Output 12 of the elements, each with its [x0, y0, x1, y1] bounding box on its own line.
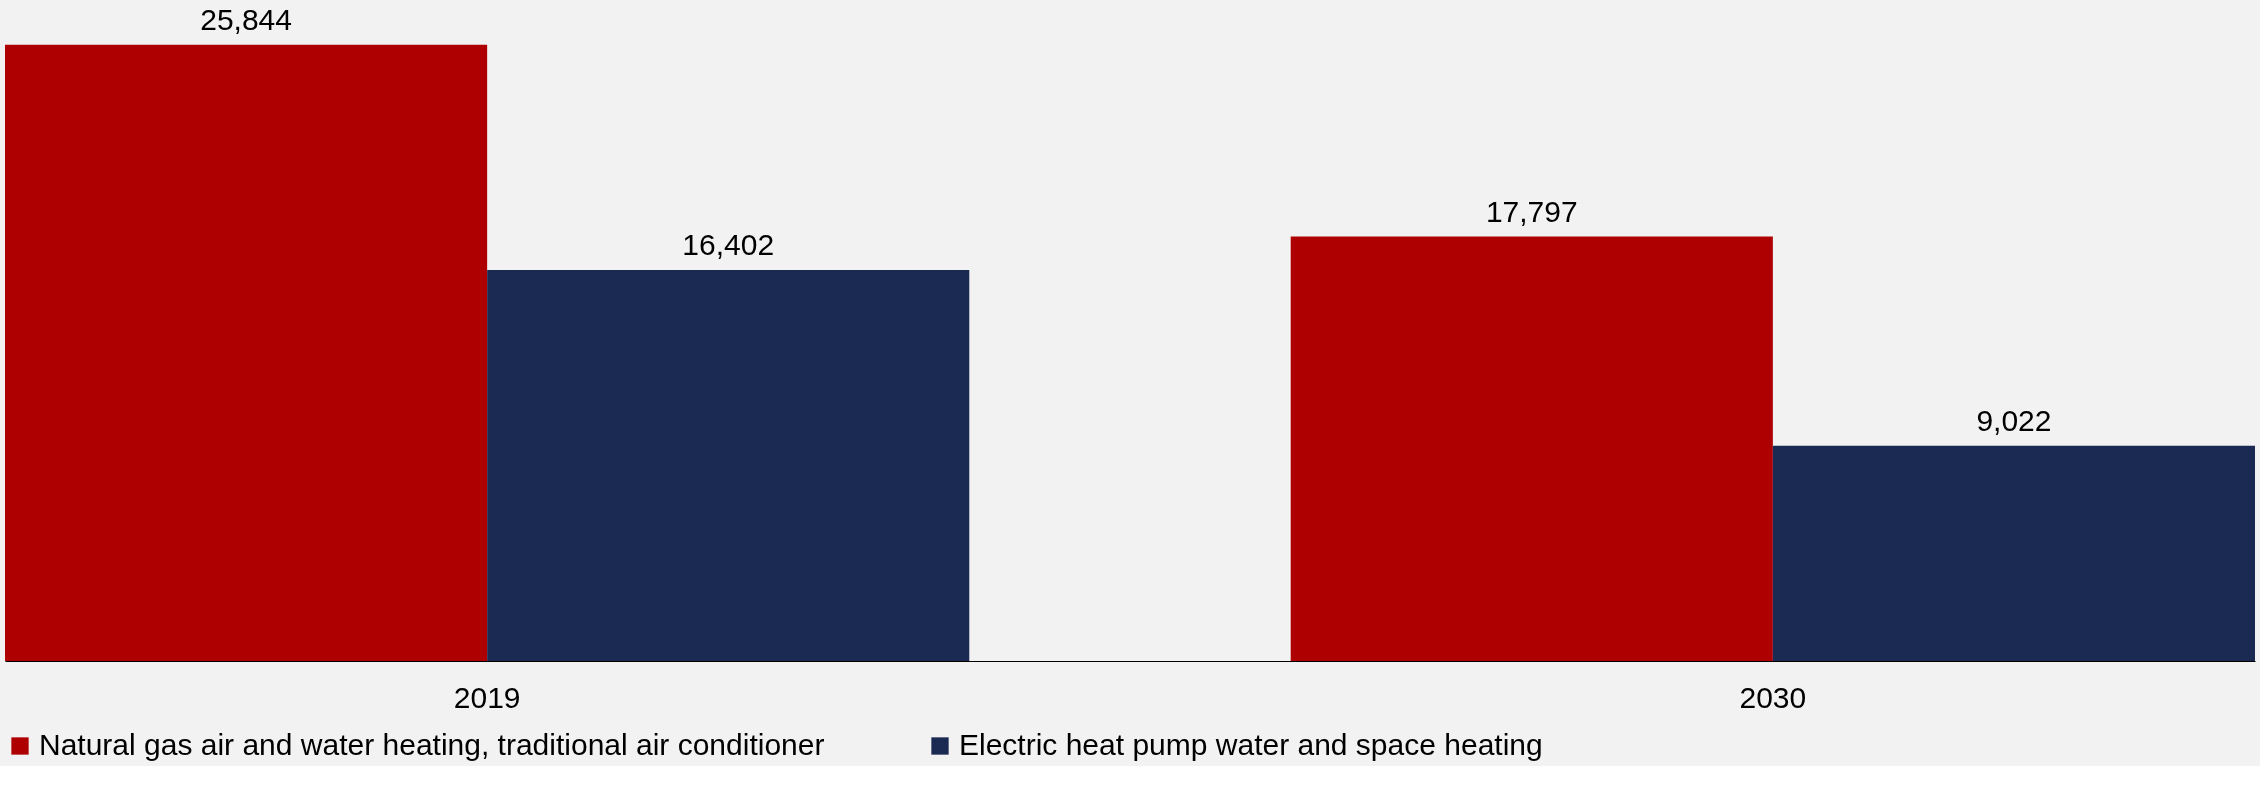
- legend-label: Natural gas air and water heating, traditional air conditioner: [39, 728, 825, 761]
- x-tick-label: 2030: [1739, 680, 1807, 714]
- data-label: 17,797: [1485, 194, 1578, 228]
- bar: [1290, 236, 1773, 661]
- legend-label: Electric heat pump water and space heating: [959, 728, 1543, 761]
- data-label: 9,022: [1976, 403, 2052, 437]
- bar: [487, 269, 970, 661]
- x-tick-label: 2019: [453, 680, 521, 714]
- data-label: 25,844: [200, 2, 292, 36]
- data-label: 16,402: [682, 227, 775, 261]
- bar: [1772, 445, 2255, 661]
- bar: [5, 44, 488, 661]
